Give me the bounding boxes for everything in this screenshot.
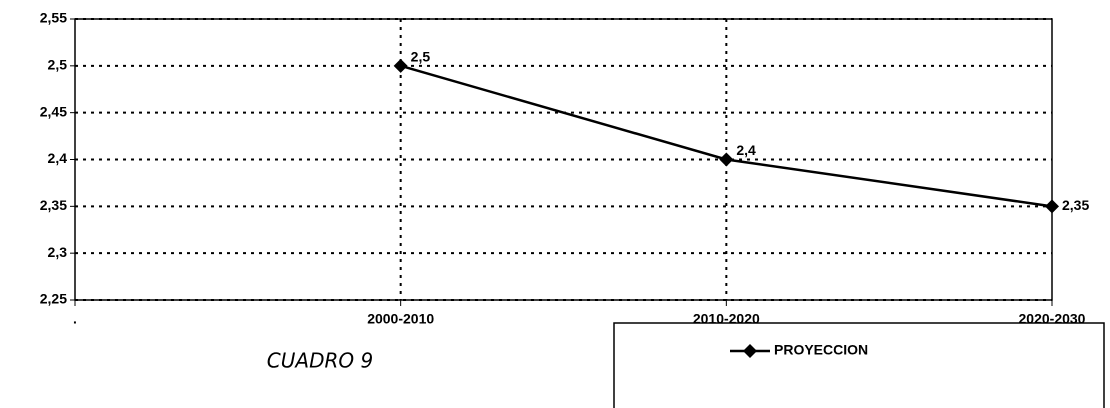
y-tick-label: 2,4 xyxy=(48,150,68,166)
legend-label: PROYECCION xyxy=(774,342,868,358)
marker xyxy=(1045,199,1059,214)
y-tick-label: 2,45 xyxy=(40,103,67,119)
marker xyxy=(393,58,408,73)
legend-box xyxy=(613,322,1105,408)
y-tick-label: 2,3 xyxy=(48,244,68,260)
marker xyxy=(719,152,734,167)
annotation: CUADRO 9 xyxy=(267,349,373,373)
series-line xyxy=(400,64,1053,208)
y-tick-label: 2,55 xyxy=(40,10,67,26)
y-tick-label: 2,35 xyxy=(40,197,67,213)
x-tick-label: . xyxy=(73,311,77,327)
x-tick-label: 2000-2010 xyxy=(367,311,434,327)
plot-frame xyxy=(74,18,1053,301)
value-label: 2,35 xyxy=(1062,197,1089,213)
y-tick-label: 2,25 xyxy=(40,291,67,307)
value-label: 2,5 xyxy=(411,49,431,65)
value-label: 2,4 xyxy=(736,142,756,158)
y-tick-label: 2,5 xyxy=(48,57,68,73)
legend-marker xyxy=(743,344,757,358)
